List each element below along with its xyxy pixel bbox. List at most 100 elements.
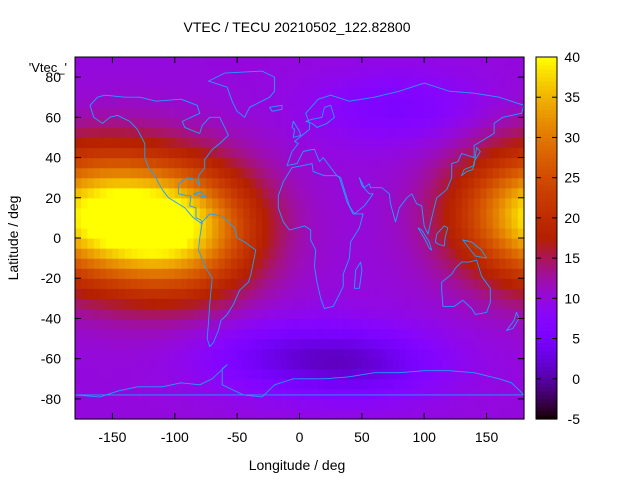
heatmap-cell bbox=[224, 398, 232, 410]
heatmap-cell bbox=[492, 207, 500, 219]
heatmap-cell bbox=[499, 398, 506, 410]
coastlines bbox=[74, 70, 525, 398]
heatmap-cell bbox=[187, 348, 195, 360]
heatmap-cell bbox=[149, 268, 157, 279]
heatmap-cell bbox=[131, 217, 138, 229]
heatmap-cell bbox=[511, 167, 519, 179]
heatmap-cell bbox=[112, 147, 120, 159]
heatmap-cell bbox=[499, 107, 506, 118]
heatmap-cell bbox=[212, 248, 220, 259]
heatmap-cell bbox=[374, 268, 382, 279]
heatmap-cell bbox=[218, 67, 226, 78]
heatmap-cell bbox=[106, 77, 114, 88]
heatmap-cell bbox=[181, 207, 188, 219]
heatmap-cell bbox=[374, 217, 382, 229]
heatmap-cell bbox=[299, 408, 307, 420]
heatmap-cell bbox=[205, 87, 213, 98]
heatmap-cell bbox=[162, 298, 170, 309]
heatmap-cell bbox=[99, 157, 107, 169]
heatmap-cell bbox=[162, 147, 170, 159]
heatmap-cell bbox=[486, 197, 494, 209]
heatmap-cell bbox=[318, 318, 326, 330]
heatmap-cell bbox=[305, 358, 313, 370]
heatmap-cell bbox=[293, 398, 301, 410]
heatmap-cell bbox=[299, 388, 307, 400]
heatmap-cell bbox=[193, 308, 201, 320]
heatmap-cell bbox=[299, 117, 307, 128]
heatmap-cell bbox=[417, 157, 425, 169]
heatmap-cell bbox=[274, 217, 282, 229]
heatmap-cell bbox=[237, 408, 244, 420]
heatmap-cell bbox=[174, 288, 182, 299]
heatmap-cell bbox=[343, 107, 350, 118]
heatmap-cell bbox=[355, 288, 363, 299]
heatmap-cell bbox=[349, 378, 357, 390]
heatmap-cell bbox=[287, 147, 294, 159]
heatmap-cell bbox=[237, 368, 244, 380]
colorbar-segment bbox=[536, 89, 557, 94]
heatmap-cell bbox=[237, 187, 244, 199]
heatmap-cell bbox=[424, 147, 432, 159]
heatmap-cell bbox=[361, 87, 369, 98]
heatmap-cell bbox=[112, 248, 120, 259]
heatmap-cell bbox=[224, 117, 232, 128]
heatmap-cell bbox=[237, 358, 244, 370]
heatmap-cell bbox=[361, 398, 369, 410]
heatmap-cell bbox=[268, 217, 276, 229]
heatmap-cell bbox=[480, 137, 488, 149]
heatmap-cell bbox=[492, 368, 500, 380]
heatmap-cell bbox=[499, 378, 506, 390]
heatmap-cell bbox=[430, 197, 438, 209]
heatmap-cell bbox=[156, 157, 163, 169]
heatmap-cell bbox=[205, 97, 213, 108]
heatmap-cell bbox=[324, 248, 332, 259]
heatmap-cell bbox=[149, 308, 157, 320]
heatmap-cell bbox=[112, 117, 120, 128]
heatmap-cell bbox=[268, 378, 276, 390]
heatmap-cell bbox=[467, 97, 475, 108]
heatmap-cell bbox=[436, 137, 444, 149]
heatmap-cell bbox=[199, 227, 207, 239]
heatmap-cell bbox=[405, 147, 413, 159]
heatmap-cell bbox=[349, 127, 357, 139]
heatmap-cell bbox=[137, 67, 145, 78]
heatmap-cell bbox=[511, 388, 519, 400]
heatmap-cell bbox=[305, 167, 313, 179]
heatmap-cell bbox=[131, 308, 138, 320]
heatmap-cell bbox=[268, 187, 276, 199]
heatmap-cell bbox=[75, 298, 82, 309]
heatmap-cell bbox=[118, 207, 126, 219]
heatmap-cell bbox=[287, 308, 294, 320]
colorbar-segment bbox=[536, 270, 557, 275]
heatmap-cell bbox=[299, 298, 307, 309]
heatmap-cell bbox=[118, 268, 126, 279]
heatmap-cell bbox=[374, 318, 382, 330]
heatmap-cell bbox=[262, 398, 269, 410]
heatmap-cell bbox=[112, 207, 120, 219]
heatmap-cell bbox=[124, 368, 132, 380]
heatmap-cell bbox=[218, 388, 226, 400]
heatmap-cell bbox=[417, 57, 425, 68]
heatmap-cell bbox=[87, 67, 95, 78]
heatmap-cell bbox=[380, 278, 388, 289]
heatmap-cell bbox=[393, 318, 400, 330]
heatmap-cell bbox=[205, 248, 213, 259]
heatmap-cell bbox=[243, 97, 251, 108]
heatmap-cell bbox=[212, 97, 220, 108]
heatmap-cell bbox=[411, 258, 419, 269]
heatmap-cell bbox=[87, 378, 95, 390]
heatmap-cell bbox=[287, 268, 294, 279]
heatmap-cell bbox=[99, 378, 107, 390]
heatmap-cell bbox=[205, 77, 213, 88]
heatmap-cell bbox=[405, 328, 413, 340]
heatmap-cell bbox=[486, 408, 494, 420]
heatmap-cell bbox=[162, 177, 170, 189]
heatmap-cell bbox=[467, 318, 475, 330]
heatmap-cell bbox=[99, 57, 107, 68]
heatmap-cell bbox=[174, 278, 182, 289]
heatmap-cell bbox=[324, 398, 332, 410]
heatmap-cell bbox=[343, 278, 350, 289]
heatmap-cell bbox=[112, 187, 120, 199]
heatmap-cell bbox=[393, 258, 400, 269]
